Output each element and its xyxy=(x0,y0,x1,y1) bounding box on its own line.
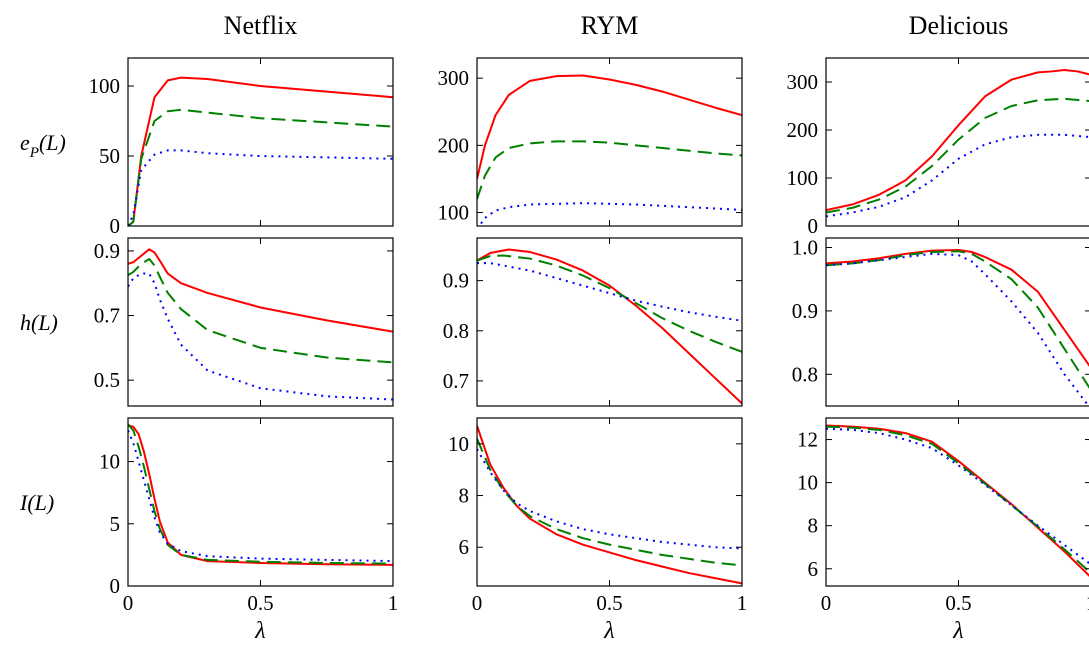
row-label: h(L) xyxy=(20,310,58,335)
column-title: RYM xyxy=(581,11,639,40)
series-line-solid xyxy=(128,78,393,226)
panel-frame xyxy=(128,58,393,226)
panel: 0.8 0.9 1.0 xyxy=(792,236,1089,410)
row-label-rest: (L) xyxy=(39,130,66,155)
series-line-solid xyxy=(826,426,1089,578)
y-tick-label: 10 xyxy=(99,450,120,474)
panel: 100 200 300 xyxy=(438,58,743,229)
row-label-base: I(L) xyxy=(19,490,54,515)
panel-frame xyxy=(477,58,742,226)
y-tick-label: 0.7 xyxy=(443,369,469,393)
row-label-base: e xyxy=(20,130,30,155)
series-line-dashed xyxy=(477,256,742,352)
y-tick-label: 0.9 xyxy=(792,299,818,323)
y-tick-label: 5 xyxy=(110,512,121,536)
y-tick-label: 8 xyxy=(459,484,470,508)
x-tick-label: 0.5 xyxy=(247,591,273,615)
column-title: Netflix xyxy=(224,11,298,40)
series-line-dashed xyxy=(826,99,1089,213)
series-line-solid xyxy=(477,75,742,178)
y-tick-label: 50 xyxy=(99,144,120,168)
series-line-dotted xyxy=(477,263,742,321)
row-label: eP(L) xyxy=(20,130,66,161)
panel: 0.5 0.7 0.9 xyxy=(94,238,393,406)
y-tick-label: 0.8 xyxy=(792,362,818,386)
y-tick-label: 10 xyxy=(448,432,469,456)
y-tick-label: 1.0 xyxy=(792,236,818,260)
panel: 0 5 10 0 0.5 1 λ xyxy=(99,418,398,640)
series-line-dashed xyxy=(826,251,1089,390)
y-tick-label: 0 xyxy=(110,214,121,238)
y-tick-label: 0.9 xyxy=(443,269,469,293)
panel-frame xyxy=(477,238,742,406)
panel-frame xyxy=(826,238,1089,406)
y-tick-label: 12 xyxy=(797,428,818,452)
panel: 0.7 0.8 0.9 xyxy=(443,238,742,406)
x-tick-label: 0.5 xyxy=(596,591,622,615)
x-tick-label: 0 xyxy=(472,591,483,615)
series-line-dashed xyxy=(477,141,742,199)
series-line-dotted xyxy=(826,135,1089,217)
y-tick-label: 200 xyxy=(787,118,819,142)
y-tick-label: 0 xyxy=(110,574,121,598)
x-axis-label: λ xyxy=(603,618,614,640)
series-line-solid xyxy=(477,250,742,404)
y-tick-label: 0.8 xyxy=(443,319,469,343)
y-tick-label: 0.9 xyxy=(94,239,120,263)
row-label-subscript: P xyxy=(29,145,39,161)
panel-frame xyxy=(826,418,1089,586)
y-tick-label: 0 xyxy=(808,214,819,238)
series-line-dotted xyxy=(826,429,1089,565)
panel: 0 50 100 xyxy=(89,58,394,238)
series-line-solid xyxy=(128,249,393,331)
y-tick-label: 0.5 xyxy=(94,368,120,392)
y-tick-label: 0.7 xyxy=(94,304,120,328)
x-tick-label: 0 xyxy=(123,591,134,615)
series-line-dashed xyxy=(826,427,1089,573)
panel: 0 100 200 300 xyxy=(787,58,1089,238)
column-title: Delicious xyxy=(909,11,1009,40)
x-tick-label: 1 xyxy=(737,591,748,615)
x-axis-label: λ xyxy=(254,618,265,640)
y-tick-label: 10 xyxy=(797,471,818,495)
y-tick-label: 6 xyxy=(808,557,819,581)
y-tick-label: 6 xyxy=(459,535,470,559)
panel-frame xyxy=(128,238,393,406)
y-tick-label: 8 xyxy=(808,514,819,538)
row-label-base: h(L) xyxy=(20,310,58,335)
y-tick-label: 100 xyxy=(438,201,470,225)
x-tick-label: 0.5 xyxy=(945,591,971,615)
series-line-solid xyxy=(477,426,742,584)
y-tick-label: 300 xyxy=(438,66,470,90)
series-line-dotted xyxy=(477,449,742,549)
series-line-dashed xyxy=(128,110,393,226)
series-line-dotted xyxy=(826,254,1089,409)
row-label: I(L) xyxy=(19,490,54,515)
series-line-dotted xyxy=(128,150,393,226)
x-axis-label: λ xyxy=(952,618,963,640)
panel: 6 8 10 0 0.5 1 λ xyxy=(448,418,747,640)
y-tick-label: 100 xyxy=(89,74,121,98)
y-tick-label: 200 xyxy=(438,133,470,157)
x-tick-label: 1 xyxy=(388,591,399,615)
y-tick-label: 300 xyxy=(787,70,819,94)
y-tick-label: 100 xyxy=(787,166,819,190)
x-tick-label: 0 xyxy=(821,591,832,615)
